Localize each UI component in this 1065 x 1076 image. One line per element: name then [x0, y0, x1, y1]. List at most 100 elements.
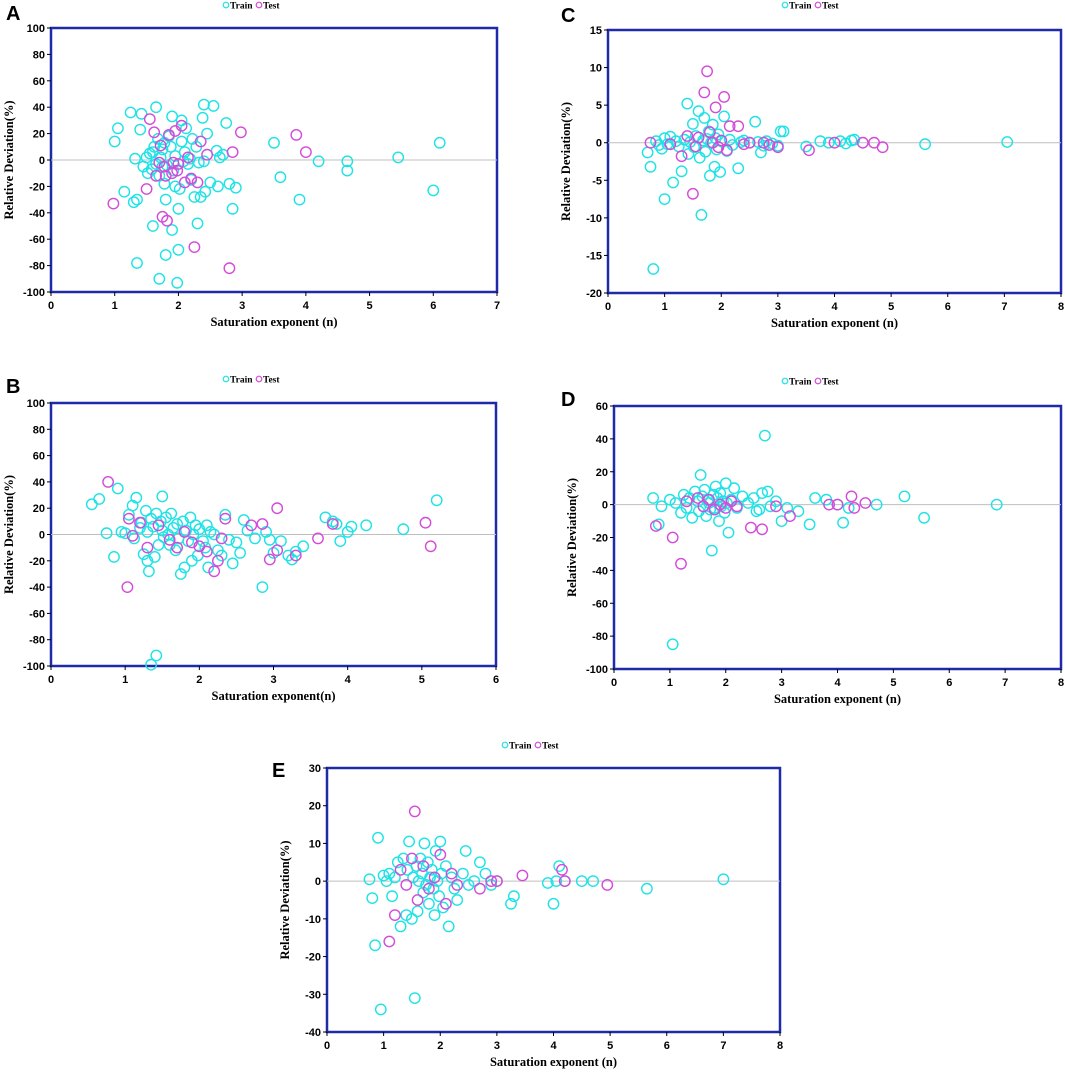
legend-test-label: Test [542, 742, 559, 752]
data-point-test [171, 164, 184, 177]
data-point-train [800, 140, 813, 153]
data-point-test [756, 523, 768, 536]
data-point-train [226, 557, 239, 570]
data-point-train [388, 871, 401, 884]
y-tick-label: 0 [315, 876, 321, 888]
y-tick-label: 0 [39, 155, 45, 167]
data-point-train [108, 551, 120, 563]
x-axis-title: Saturation exponent(n) [212, 689, 336, 703]
data-point-train [990, 498, 1003, 511]
data-point-test [411, 894, 424, 906]
data-point-train [704, 169, 716, 182]
data-point-test [848, 501, 861, 514]
data-point-test [745, 521, 757, 534]
x-axis-title: Saturation exponent (n) [771, 316, 898, 330]
data-point-train [201, 127, 214, 140]
data-point-train [712, 128, 725, 141]
x-tick-label: 4 [831, 301, 838, 313]
data-point-train [647, 263, 660, 275]
data-point-train [178, 561, 191, 574]
data-point-train [372, 831, 384, 844]
y-tick-label: 60 [33, 451, 45, 463]
data-point-train [165, 507, 178, 520]
data-point-train [775, 515, 788, 527]
data-point-train [677, 488, 690, 501]
data-point-train [448, 882, 461, 895]
data-point-train [430, 494, 443, 507]
data-point-train [655, 500, 668, 513]
data-point-train [127, 196, 140, 209]
data-point-test [219, 512, 232, 525]
data-point-train [669, 497, 682, 509]
data-point-train [738, 134, 750, 147]
x-tick-label: 2 [718, 301, 724, 313]
y-tick-label: -60 [592, 598, 608, 610]
data-point-train [732, 162, 745, 175]
y-tick-label: 80 [33, 49, 45, 61]
data-point-train [822, 136, 835, 149]
y-tick-label: -40 [29, 208, 45, 220]
x-tick-label: 5 [419, 674, 425, 686]
x-tick-label: 3 [494, 1040, 500, 1052]
y-tick-label: 15 [590, 25, 602, 37]
data-point-test [732, 120, 745, 133]
y-tick-label: 20 [309, 801, 321, 813]
data-point-train [451, 894, 464, 906]
data-point-train [150, 101, 163, 114]
y-axis-ticks: -40 -30 -20 -10 0 10 20 30 [305, 763, 327, 1039]
data-point-test [763, 139, 776, 151]
x-tick-label: 3 [779, 677, 785, 689]
x-tick-label: 5 [888, 301, 894, 313]
data-point-test [715, 134, 728, 147]
data-point-train [837, 516, 849, 529]
data-point-test [692, 131, 705, 144]
data-point-test [876, 141, 889, 154]
data-point-train [219, 508, 232, 521]
data-point-train [134, 123, 147, 136]
data-point-test [226, 146, 239, 159]
data-point-train [156, 490, 169, 503]
data-point-train [405, 913, 418, 925]
data-point-test [178, 526, 191, 538]
data-point-test [171, 541, 184, 554]
data-point-test [473, 882, 486, 895]
data-point-train [234, 547, 247, 559]
legend-test-label: Test [822, 2, 839, 12]
data-point-train [188, 191, 201, 203]
x-axis-ticks: 0 1 2 3 4 5 6 7 8 [324, 1032, 783, 1052]
data-point-train [428, 909, 441, 921]
data-point-test [428, 871, 441, 884]
data-point-train [753, 503, 766, 516]
y-tick-label: -20 [305, 952, 321, 964]
data-point-train [717, 873, 730, 886]
data-point-test [159, 169, 172, 182]
data-point-test [163, 533, 176, 546]
y-tick-label: -10 [305, 914, 321, 926]
x-tick-label: 0 [611, 677, 617, 689]
data-point-train [667, 176, 679, 189]
data-point-train [130, 491, 143, 504]
legend-train-label: Train [509, 742, 532, 752]
data-point-test [434, 848, 447, 861]
data-point-train [682, 148, 695, 160]
y-axis-title: Relative Deviation(%) [565, 478, 579, 597]
data-point-test [784, 510, 796, 522]
data-point-train [360, 519, 373, 532]
data-point-train [153, 272, 166, 285]
data-point-train [424, 871, 436, 884]
data-point-train [770, 495, 782, 508]
data-point-train [761, 485, 774, 498]
data-point-train [918, 511, 930, 524]
data-point-test [666, 531, 679, 544]
data-point-train [641, 882, 653, 895]
y-tick-label: -100 [23, 287, 45, 299]
chart-panel-d: D Train Test -100 -80 -60 -40 -20 0 20 40 60 0 1 2 3 4 5 6… [561, 378, 1064, 707]
data-point-test [703, 493, 715, 506]
data-point-test [215, 532, 228, 545]
x-tick-label: 3 [775, 301, 781, 313]
data-point-test [234, 126, 247, 139]
data-point-train [434, 835, 447, 848]
data-point-train [189, 519, 202, 532]
x-axis-ticks: 0 1 2 3 4 5 6 [48, 666, 499, 686]
x-tick-label: 1 [662, 301, 668, 313]
